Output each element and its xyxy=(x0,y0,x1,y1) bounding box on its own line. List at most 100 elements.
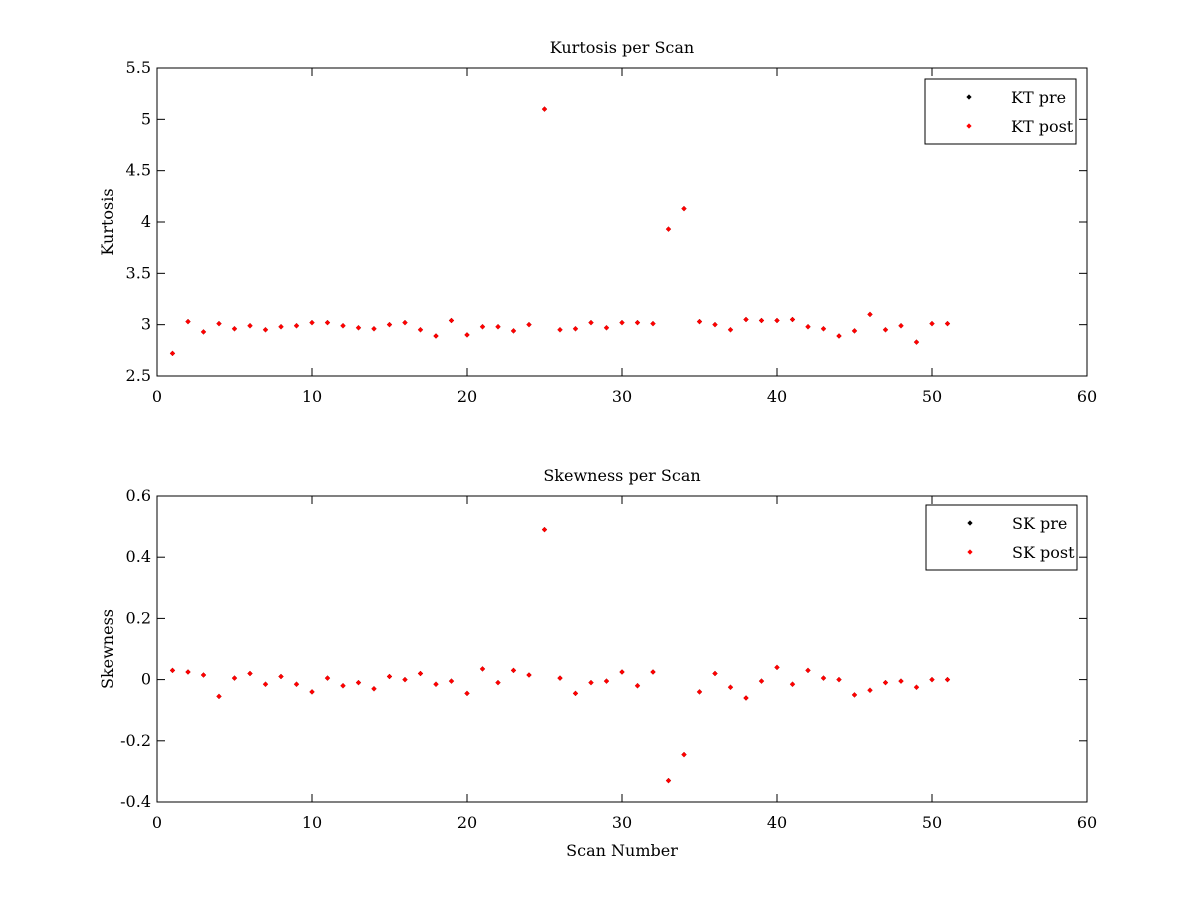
chart-title: Kurtosis per Scan xyxy=(550,38,694,57)
data-point xyxy=(433,333,439,339)
y-tick-label: 4 xyxy=(141,212,151,231)
data-point xyxy=(929,321,935,327)
data-point xyxy=(262,681,269,687)
data-point xyxy=(526,672,532,678)
data-point xyxy=(309,689,315,695)
y-axis-label: Kurtosis xyxy=(98,188,117,255)
y-tick-label: 0.4 xyxy=(126,547,151,566)
data-point xyxy=(557,675,563,681)
data-point xyxy=(944,676,951,683)
data-point xyxy=(696,689,703,695)
data-point xyxy=(231,675,238,681)
data-point xyxy=(324,675,331,681)
legend: SK pre SK post xyxy=(925,504,1078,571)
data-point xyxy=(867,687,873,693)
data-point xyxy=(371,326,377,332)
x-tick-label: 40 xyxy=(767,813,787,832)
data-point xyxy=(572,690,579,696)
x-tick-label: 50 xyxy=(922,387,942,406)
data-point xyxy=(712,670,718,677)
data-point xyxy=(851,328,858,334)
x-tick-label: 20 xyxy=(457,387,477,406)
data-point xyxy=(820,326,827,332)
data-point xyxy=(386,322,393,328)
data-point xyxy=(882,327,889,333)
data-point xyxy=(355,680,362,686)
data-point xyxy=(836,333,842,339)
legend-marker xyxy=(966,123,972,129)
data-point xyxy=(572,326,579,332)
legend-marker xyxy=(967,549,973,555)
data-point xyxy=(712,322,718,328)
x-tick-label: 20 xyxy=(457,813,477,832)
data-point xyxy=(681,206,687,212)
data-point xyxy=(278,673,284,680)
data-point xyxy=(510,328,517,334)
data-point xyxy=(448,317,455,324)
data-point xyxy=(650,669,656,675)
data-point xyxy=(262,327,269,333)
data-point xyxy=(805,667,811,674)
data-point xyxy=(309,319,315,326)
data-point xyxy=(851,692,858,698)
y-tick-label: 5 xyxy=(141,109,151,128)
series-sk-post xyxy=(169,527,951,784)
data-point xyxy=(774,664,780,670)
legend-label: SK post xyxy=(1012,543,1075,562)
y-tick-label: 4.5 xyxy=(126,161,151,180)
data-point xyxy=(944,321,951,327)
y-tick-label: 3.5 xyxy=(126,263,151,282)
data-point xyxy=(247,670,253,677)
data-point xyxy=(867,311,873,318)
data-point xyxy=(340,323,346,329)
legend-label: SK pre xyxy=(1012,514,1067,533)
data-point xyxy=(650,321,656,327)
data-point xyxy=(603,678,610,684)
legend-marker xyxy=(966,94,972,100)
y-tick-label: 5.5 xyxy=(126,58,151,77)
data-point xyxy=(588,319,594,326)
x-axis-label: Scan Number xyxy=(566,841,678,860)
data-point xyxy=(789,316,796,323)
data-point xyxy=(464,690,470,696)
data-point xyxy=(665,226,672,232)
data-point xyxy=(541,106,548,112)
data-point xyxy=(820,675,827,681)
data-point xyxy=(247,323,253,329)
data-point xyxy=(510,667,517,674)
y-tick-label: 0 xyxy=(141,670,151,689)
data-point xyxy=(185,318,191,325)
data-point xyxy=(371,686,377,692)
y-tick-label: 3 xyxy=(141,315,151,334)
data-point xyxy=(495,324,501,330)
y-tick-label: -0.4 xyxy=(120,792,151,811)
data-point xyxy=(681,751,687,758)
data-point xyxy=(882,680,889,686)
legend-label: KT pre xyxy=(1011,88,1066,107)
data-point xyxy=(417,327,424,333)
data-point xyxy=(913,339,920,345)
legend-box xyxy=(925,504,1078,571)
data-point xyxy=(634,683,641,689)
data-point xyxy=(433,681,439,687)
y-tick-label: 0.2 xyxy=(126,608,151,627)
data-point xyxy=(805,324,811,330)
data-point xyxy=(324,319,331,326)
data-point xyxy=(200,672,207,678)
data-point xyxy=(340,683,346,689)
x-tick-label: 40 xyxy=(767,387,787,406)
chart-title: Skewness per Scan xyxy=(543,466,700,485)
data-point xyxy=(898,678,904,684)
x-tick-label: 60 xyxy=(1077,813,1097,832)
data-point xyxy=(758,678,765,684)
x-tick-label: 10 xyxy=(302,387,322,406)
data-point xyxy=(913,684,920,690)
data-point xyxy=(727,327,734,333)
data-point xyxy=(743,695,749,701)
data-point xyxy=(619,319,625,326)
data-point xyxy=(355,325,362,331)
data-point xyxy=(169,350,176,357)
data-point xyxy=(898,323,904,329)
data-point xyxy=(929,676,935,683)
